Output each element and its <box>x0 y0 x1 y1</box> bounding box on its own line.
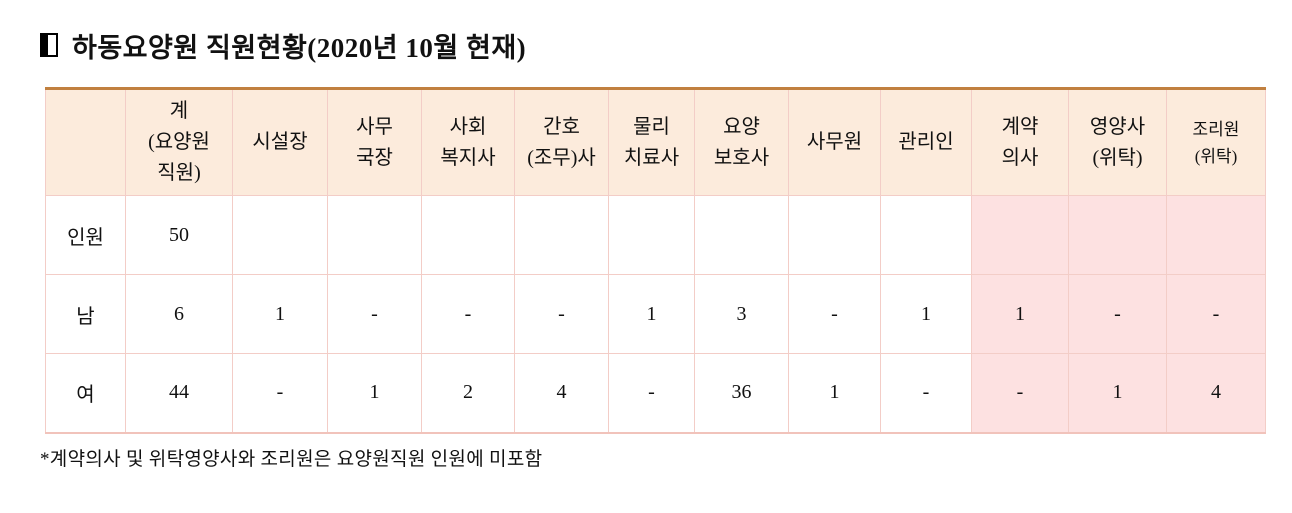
table-cell: 1 <box>1068 353 1167 433</box>
table-cell: - <box>1068 274 1167 354</box>
table-cell: 44 <box>125 353 233 433</box>
table-cell: 1 <box>232 274 328 354</box>
column-header-4: 사회 복지사 <box>421 88 515 196</box>
row-label: 남 <box>45 274 126 354</box>
table-cell: - <box>971 353 1069 433</box>
column-header-10: 계약 의사 <box>971 88 1069 196</box>
table-cell: - <box>327 274 422 354</box>
table-cell: 2 <box>421 353 515 433</box>
column-header-7: 요양 보호사 <box>694 88 789 196</box>
column-header-3: 사무 국장 <box>327 88 422 196</box>
table-cell <box>1068 195 1167 275</box>
table-cell <box>421 195 515 275</box>
table-cell <box>608 195 695 275</box>
table-cell: - <box>1166 274 1266 354</box>
table-cell: - <box>880 353 972 433</box>
table-cell <box>694 195 789 275</box>
column-header-9: 관리인 <box>880 88 972 196</box>
page-title: 하동요양원 직원현황(2020년 10월 현재) <box>40 26 1292 64</box>
table-cell: 1 <box>971 274 1069 354</box>
table-cell: - <box>514 274 609 354</box>
staff-status-table: 계 (요양원 직원) 시설장 사무 국장 사회 복지사 간호 (조무)사 물리 치료사 요양… <box>45 87 1266 434</box>
staff-table-header: 계 (요양원 직원) 시설장 사무 국장 사회 복지사 간호 (조무)사 물리 치료사 요양… <box>45 88 1266 196</box>
column-header-5: 간호 (조무)사 <box>514 88 609 196</box>
row-label: 여 <box>45 353 126 433</box>
table-cell: - <box>788 274 881 354</box>
table-cell <box>971 195 1069 275</box>
column-header-2: 시설장 <box>232 88 328 196</box>
corner-cell <box>45 88 126 196</box>
table-cell: 1 <box>327 353 422 433</box>
row-label: 인원 <box>45 195 126 275</box>
column-header-1: 계 (요양원 직원) <box>125 88 233 196</box>
table-cell: - <box>421 274 515 354</box>
column-header-6: 물리 치료사 <box>608 88 695 196</box>
page-title-text: 하동요양원 직원현황(2020년 10월 현재) <box>72 32 527 63</box>
table-cell <box>514 195 609 275</box>
table-row-3: 여 44-1 2 4-36 1- -1 4 <box>45 353 1266 433</box>
table-cell: 1 <box>788 353 881 433</box>
header-row: 계 (요양원 직원) 시설장 사무 국장 사회 복지사 간호 (조무)사 물리 치료사 요양… <box>45 88 1266 196</box>
table-cell: 50 <box>125 195 233 275</box>
staff-table-body: 인원 50 남 6 1- - -1 3-1 1- - 여 44-1 2 4-36 1- -1 4 <box>45 195 1266 433</box>
table-cell: 4 <box>1166 353 1266 433</box>
table-cell <box>880 195 972 275</box>
table-cell: 3 <box>694 274 789 354</box>
table-row-1: 인원 50 <box>45 195 1266 275</box>
left-half-filled-square-icon <box>40 33 58 57</box>
column-header-12: 조리원 (위탁) <box>1166 88 1266 196</box>
table-cell: 1 <box>880 274 972 354</box>
table-cell <box>788 195 881 275</box>
table-cell <box>232 195 328 275</box>
footnote: *계약의사 및 위탁영양사와 조리원은 요양원직원 인원에 미포함 <box>40 448 543 470</box>
table-cell <box>1166 195 1266 275</box>
column-header-8: 사무원 <box>788 88 881 196</box>
table-cell: 36 <box>694 353 789 433</box>
table-cell: - <box>232 353 328 433</box>
table-cell: 1 <box>608 274 695 354</box>
table-cell <box>327 195 422 275</box>
table-cell: - <box>608 353 695 433</box>
table-cell: 4 <box>514 353 609 433</box>
column-header-11: 영양사 (위탁) <box>1068 88 1167 196</box>
table-cell: 6 <box>125 274 233 354</box>
